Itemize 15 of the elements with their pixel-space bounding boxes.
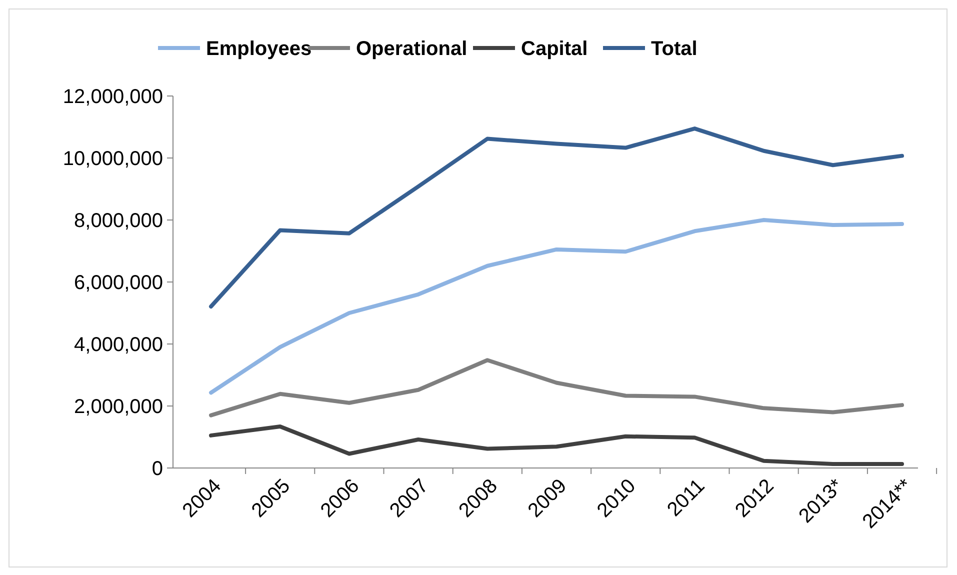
y-tick-label: 4,000,000: [74, 334, 163, 356]
y-tick-label: 12,000,000: [62, 86, 163, 108]
line-series: [209, 424, 904, 466]
line-series: [209, 358, 904, 418]
y-tick-label: 8,000,000: [74, 210, 163, 232]
legend-label: Operational: [356, 38, 468, 60]
y-tick-label: 6,000,000: [74, 272, 163, 294]
legend-label: Capital: [521, 38, 588, 60]
y-tick-label: 10,000,000: [62, 148, 163, 170]
legend-label: Total: [651, 38, 698, 60]
line-series: [209, 218, 904, 395]
y-tick-label: 2,000,000: [74, 396, 163, 418]
line-series: [209, 126, 904, 308]
y-tick-label: 0: [152, 458, 163, 480]
legend-label: Employees: [206, 38, 312, 60]
